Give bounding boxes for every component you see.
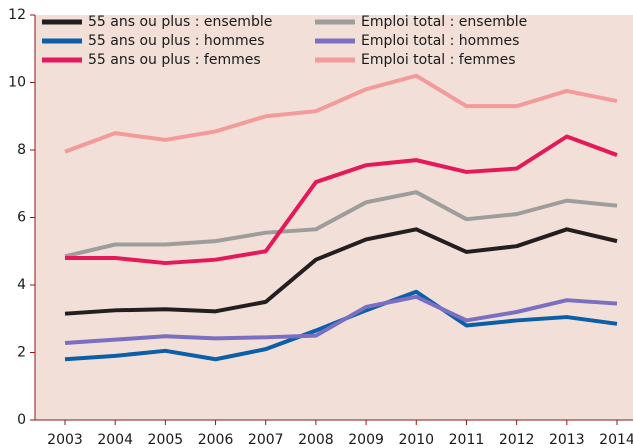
legend-label: 55 ans ou plus : ensemble (88, 14, 272, 30)
legend-label: Emploi total : hommes (361, 33, 519, 49)
x-tick-label: 2010 (398, 432, 434, 448)
y-tick-label: 12 (8, 7, 26, 23)
legend-label: Emploi total : femmes (361, 52, 516, 68)
series-line (64, 227, 618, 316)
legend-label: Emploi total : ensemble (361, 14, 527, 30)
y-tick-label: 10 (8, 75, 26, 91)
series-line (64, 294, 618, 346)
x-tick-label: 2011 (449, 432, 485, 448)
x-tick-label: 2008 (298, 432, 334, 448)
legend-label: 55 ans ou plus : hommes (88, 33, 265, 49)
x-tick-label: 2006 (198, 432, 234, 448)
x-tick-label: 2005 (148, 432, 184, 448)
series-line (64, 73, 618, 154)
x-tick-label: 2004 (97, 432, 133, 448)
x-tick-label: 2013 (549, 432, 585, 448)
x-tick-label: 2012 (499, 432, 535, 448)
x-tick-label: 2009 (348, 432, 384, 448)
y-tick-label: 6 (17, 210, 26, 226)
legend-label: 55 ans ou plus : femmes (88, 52, 261, 68)
y-tick-label: 0 (17, 412, 26, 428)
x-tick-label: 2007 (248, 432, 284, 448)
series-line (64, 190, 618, 259)
y-tick-label: 8 (17, 142, 26, 158)
y-tick-label: 4 (17, 277, 26, 293)
series-line (65, 134, 618, 266)
x-tick-label: 2014 (599, 432, 633, 448)
y-tick-label: 2 (17, 345, 26, 361)
x-tick-label: 2003 (47, 432, 83, 448)
